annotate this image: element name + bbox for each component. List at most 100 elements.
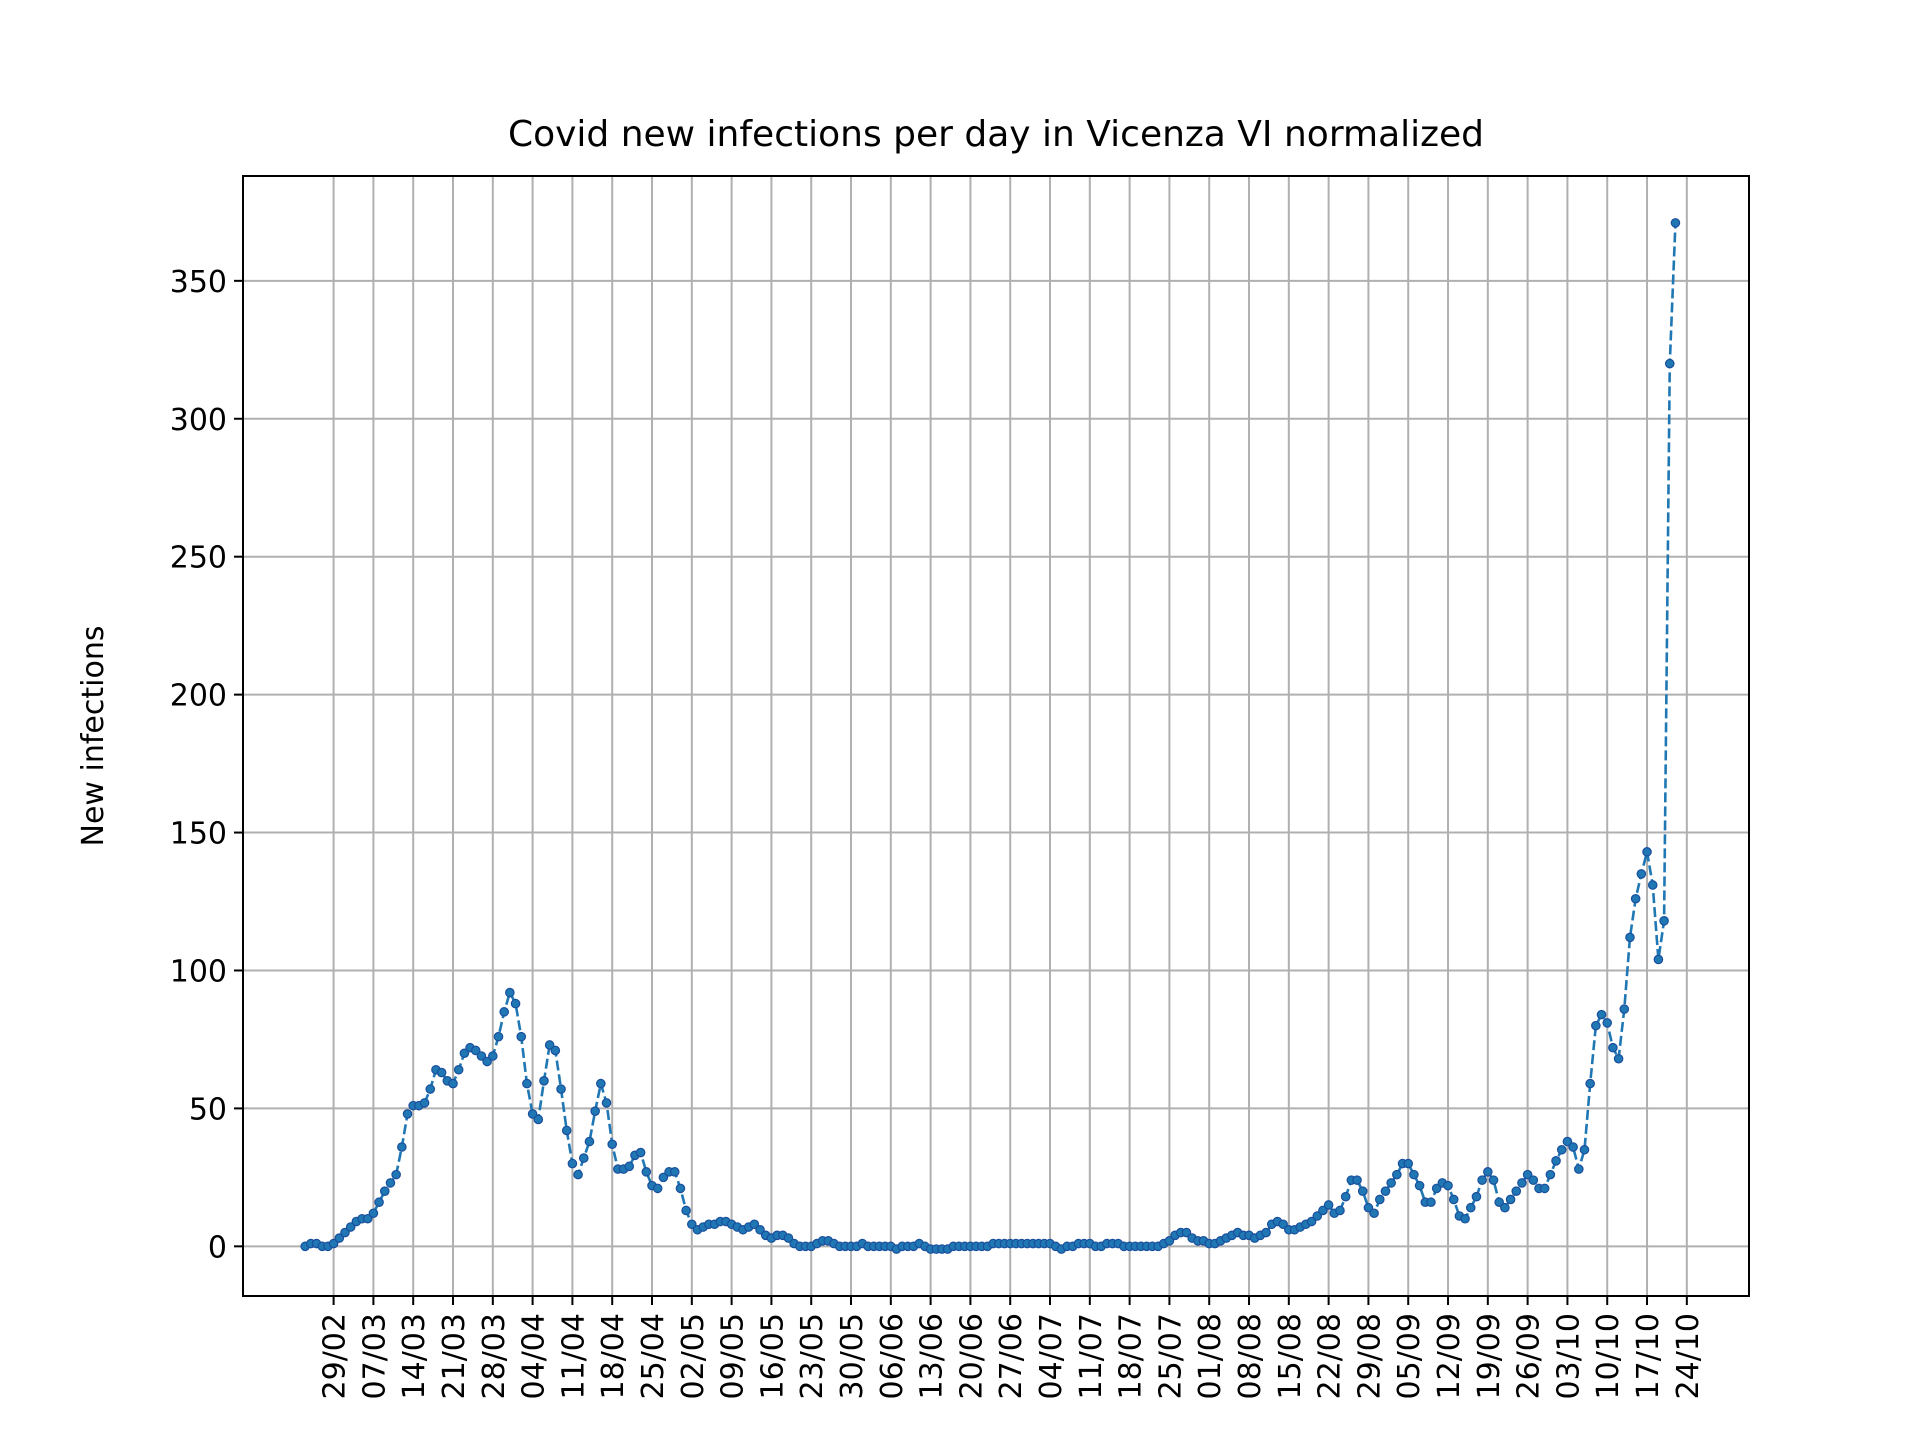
data-point (1164, 1236, 1175, 1246)
data-point (1568, 1142, 1578, 1152)
data-point (624, 1161, 635, 1172)
data-point (635, 1147, 646, 1158)
x-tick-label: 12/09 (1432, 1313, 1467, 1399)
y-tick-label: 0 (208, 1230, 227, 1265)
x-tick-label: 16/05 (755, 1313, 790, 1399)
data-point (1409, 1169, 1419, 1180)
data-point (601, 1098, 612, 1108)
data-point (1306, 1216, 1317, 1227)
data-point (459, 1048, 470, 1059)
data-point (1625, 932, 1635, 943)
data-point (567, 1158, 578, 1169)
data-point (1517, 1178, 1527, 1188)
data-point (1414, 1180, 1425, 1191)
data-point (1431, 1183, 1442, 1194)
data-point (1539, 1183, 1550, 1194)
data-point (1352, 1175, 1362, 1185)
x-tick-label: 04/04 (517, 1313, 552, 1399)
data-point (1574, 1164, 1584, 1174)
data-point (1653, 954, 1664, 965)
data-point (516, 1031, 527, 1042)
x-tick-label: 08/08 (1233, 1313, 1268, 1399)
data-point (1335, 1205, 1345, 1216)
data-point (596, 1078, 606, 1089)
data-point (448, 1078, 458, 1089)
x-tick-label: 15/08 (1273, 1313, 1308, 1399)
data-point (334, 1233, 345, 1243)
data-point (1443, 1180, 1453, 1191)
data-point (419, 1098, 430, 1108)
data-point (1551, 1156, 1561, 1166)
data-point (1500, 1202, 1510, 1213)
x-tick-label: 18/07 (1114, 1313, 1149, 1399)
data-point (391, 1169, 401, 1180)
data-point (510, 998, 521, 1009)
x-tick-label: 05/09 (1392, 1313, 1427, 1399)
data-point (1465, 1202, 1476, 1213)
data-point (482, 1056, 492, 1067)
data-point (436, 1067, 447, 1078)
y-tick-label: 350 (170, 265, 227, 300)
x-tick-label: 09/05 (716, 1313, 751, 1399)
x-tick-label: 27/06 (994, 1313, 1029, 1399)
data-point (385, 1178, 396, 1188)
data-point (453, 1064, 464, 1075)
x-tick-label: 25/07 (1153, 1313, 1188, 1399)
x-tick-label: 22/08 (1313, 1313, 1348, 1399)
data-point (1261, 1227, 1271, 1238)
data-point (328, 1238, 339, 1249)
data-point (573, 1169, 583, 1180)
data-point (669, 1167, 680, 1177)
data-point (1602, 1018, 1613, 1028)
data-point (556, 1084, 566, 1094)
data-point (1374, 1194, 1385, 1205)
data-point (499, 1007, 509, 1017)
data-point (755, 1224, 765, 1235)
y-axis-label: New infections (76, 626, 111, 847)
data-point (1386, 1178, 1396, 1188)
x-tick-label: 30/05 (835, 1313, 870, 1399)
y-tick-label: 300 (170, 403, 227, 438)
data-point (1608, 1042, 1618, 1053)
data-point (1483, 1167, 1493, 1177)
x-tick-label: 29/02 (318, 1313, 353, 1399)
data-point (1528, 1175, 1539, 1185)
series-layer (300, 218, 1681, 1254)
data-point (522, 1078, 532, 1089)
x-tick-label: 11/07 (1074, 1313, 1109, 1399)
y-tick-label: 50 (189, 1092, 227, 1127)
x-tick-label: 02/05 (676, 1313, 711, 1399)
data-point (362, 1213, 373, 1224)
data-point (340, 1227, 350, 1238)
data-point (1488, 1175, 1499, 1185)
data-point (1460, 1213, 1470, 1224)
data-point (1630, 893, 1641, 904)
data-point (368, 1208, 379, 1219)
x-tick-label: 19/09 (1472, 1313, 1507, 1399)
data-point (1511, 1186, 1522, 1196)
x-tick-label: 21/03 (437, 1313, 472, 1399)
y-tick-label: 100 (170, 954, 227, 989)
x-tick-label: 03/10 (1551, 1313, 1586, 1399)
y-tick-label: 200 (170, 679, 227, 714)
x-tick-label: 25/04 (636, 1313, 671, 1399)
data-point (675, 1183, 686, 1194)
data-point (527, 1109, 538, 1119)
data-point (1664, 358, 1675, 369)
data-point (1369, 1208, 1379, 1219)
data-point (783, 1233, 794, 1243)
data-point (687, 1219, 697, 1230)
data-point (550, 1045, 561, 1056)
data-point (1278, 1219, 1288, 1230)
data-point (544, 1040, 555, 1050)
data-point (1642, 847, 1652, 857)
x-tick-label: 26/09 (1512, 1313, 1547, 1399)
data-point (1591, 1020, 1601, 1031)
y-axis-ticks: 0 50 100 150 200 250 300 350 (170, 265, 243, 1265)
data-point (561, 1125, 572, 1136)
data-point (345, 1222, 356, 1232)
data-point (1363, 1202, 1374, 1213)
data-point (1613, 1053, 1624, 1064)
data-point (584, 1136, 595, 1147)
